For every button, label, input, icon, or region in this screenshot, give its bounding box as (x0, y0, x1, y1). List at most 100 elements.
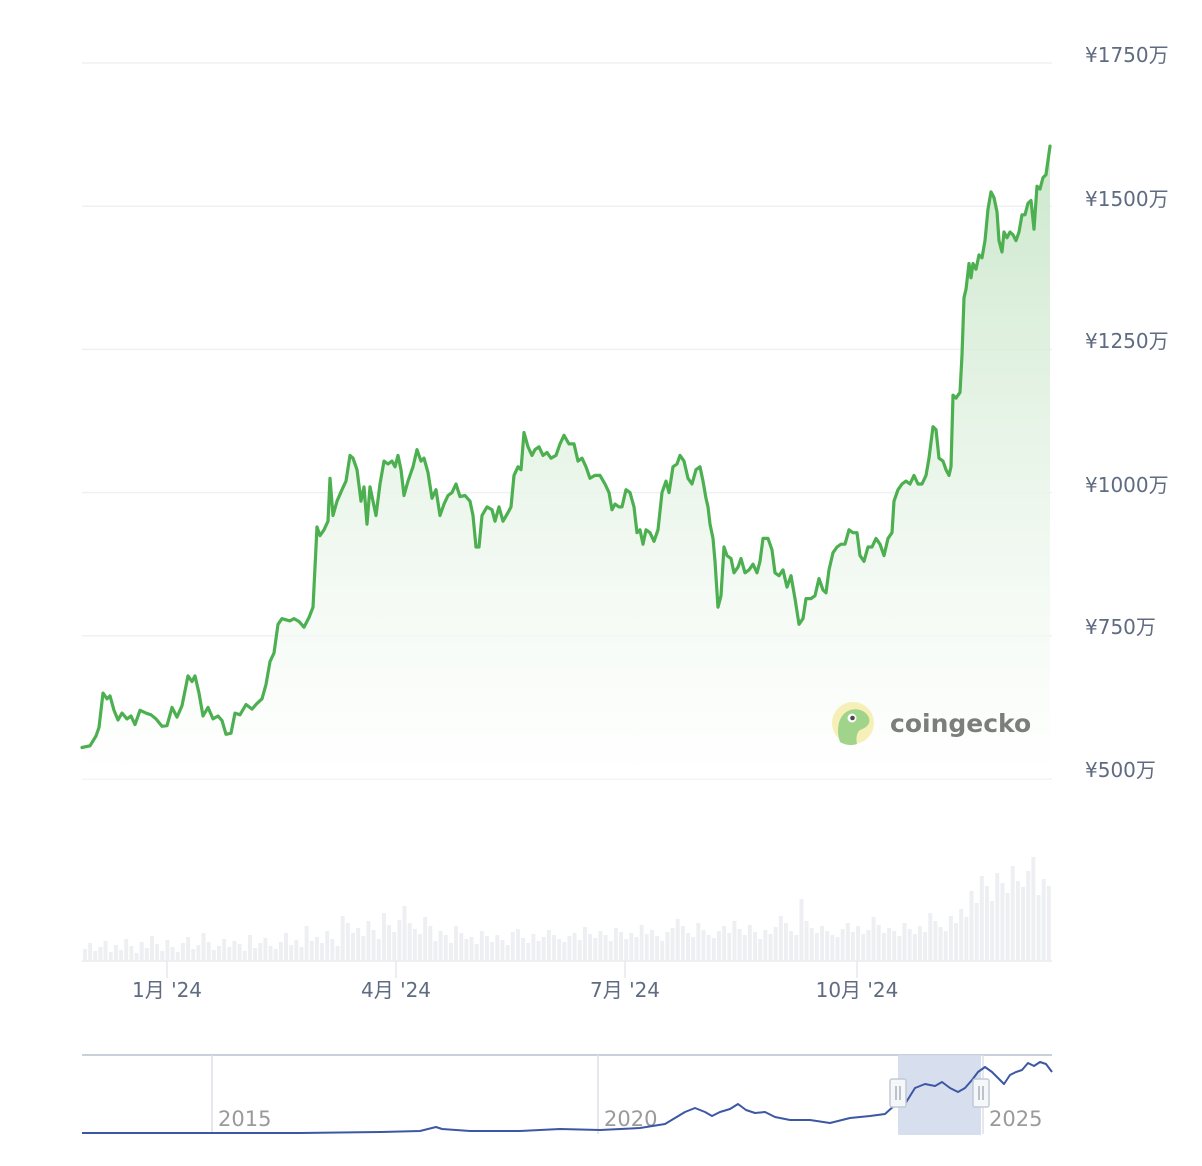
range-navigator[interactable]: 2015 2020 2025 (82, 1054, 1053, 1135)
volume-bar (722, 926, 727, 961)
navigator-handle-right[interactable] (972, 1078, 990, 1108)
volume-bar (974, 903, 979, 961)
volume-bar (892, 931, 897, 961)
volume-bar (191, 949, 196, 961)
volume-bar (474, 944, 479, 961)
volume-bar (665, 932, 670, 961)
volume-bar (433, 941, 438, 961)
volume-bar (747, 925, 752, 961)
volume-bar (567, 936, 572, 961)
volume-bar (402, 906, 407, 961)
volume-bar (619, 932, 623, 961)
volume-bar (1041, 879, 1046, 961)
volume-bar (840, 929, 845, 961)
volume-bar (129, 946, 134, 961)
volume-bar (98, 947, 103, 961)
volume-bar (706, 935, 711, 961)
volume-bar (577, 940, 582, 961)
y-axis-label: ¥1500万 (1085, 187, 1169, 211)
volume-bar (758, 939, 763, 961)
volume-bar (825, 931, 830, 961)
volume-bar (160, 951, 165, 961)
volume-bar (727, 933, 732, 961)
coingecko-watermark: coingecko (832, 702, 1031, 746)
volume-bar (376, 939, 381, 961)
volume-bar (309, 941, 314, 961)
volume-bar (211, 950, 216, 961)
volume-bar (258, 943, 263, 961)
volume-bar (675, 919, 680, 961)
volume-bar (124, 939, 129, 961)
volume-bar (814, 933, 819, 961)
volume-bar (180, 943, 185, 961)
volume-bar (469, 937, 474, 961)
volume-bar (510, 932, 515, 961)
volume-bar (789, 931, 794, 961)
volume-bar (881, 933, 886, 961)
volume-bar (562, 942, 567, 961)
volume-bar (83, 949, 87, 961)
volume-bar (948, 916, 953, 961)
volume-bar (294, 940, 299, 961)
volume-bar (572, 933, 577, 961)
volume-bar (1021, 887, 1026, 961)
volume-bar (593, 938, 598, 961)
x-axis-labels: 1月 '24 4月 '24 7月 '24 10月 '24 (132, 978, 898, 1002)
volume-bar (134, 953, 139, 961)
volume-bar (582, 927, 587, 961)
volume-bar (830, 935, 835, 961)
volume-bar (990, 901, 995, 961)
volume-bar (278, 942, 283, 961)
volume-bar (1010, 866, 1015, 961)
volume-bar (799, 899, 804, 961)
volume-bar (670, 928, 675, 961)
volume-bar (1046, 886, 1051, 961)
volume-bar (1015, 881, 1020, 961)
price-line[interactable] (80, 144, 1052, 750)
volume-bar (1036, 895, 1041, 961)
volume-bar (175, 952, 180, 961)
volume-bar (531, 934, 536, 961)
volume-bar (969, 891, 974, 961)
volume-bars (83, 857, 1051, 961)
volume-bar (959, 909, 964, 961)
volume-bar (113, 945, 118, 961)
volume-bar (242, 951, 247, 961)
volume-bar (351, 933, 355, 961)
volume-bar (737, 929, 742, 961)
volume-bar (804, 921, 809, 961)
x-axis-label: 4月 '24 (361, 978, 431, 1002)
volume-bar (773, 927, 778, 961)
volume-bar (613, 928, 618, 961)
navigator-handle-left[interactable] (889, 1078, 907, 1108)
price-area-fill (82, 146, 1050, 780)
volume-bar (314, 937, 319, 961)
volume-bar (557, 939, 562, 961)
volume-bar (897, 936, 902, 961)
y-axis-label: ¥500万 (1085, 758, 1156, 782)
volume-bar (119, 950, 124, 961)
volume-bar (655, 936, 660, 961)
volume-bar (273, 949, 278, 961)
y-axis-label: ¥1250万 (1085, 329, 1169, 353)
volume-bar (912, 934, 917, 961)
volume-bar (227, 947, 232, 961)
volume-bar (691, 937, 696, 961)
volume-bar (320, 943, 325, 961)
volume-bar (979, 876, 984, 961)
volume-bar (768, 934, 773, 961)
volume-bar (649, 930, 654, 961)
navigator-selection-mask[interactable] (898, 1055, 981, 1135)
volume-bar (392, 932, 397, 961)
volume-bar (247, 935, 252, 961)
volume-bar (753, 932, 757, 961)
volume-bar (268, 946, 273, 961)
watermark-text: coingecko (890, 709, 1031, 738)
volume-bar (984, 886, 989, 961)
volume-bar (995, 873, 1000, 961)
volume-bar (490, 942, 495, 961)
volume-bar (928, 913, 933, 961)
volume-bar (526, 943, 531, 961)
volume-bar (1000, 883, 1005, 961)
volume-bar (603, 935, 608, 961)
